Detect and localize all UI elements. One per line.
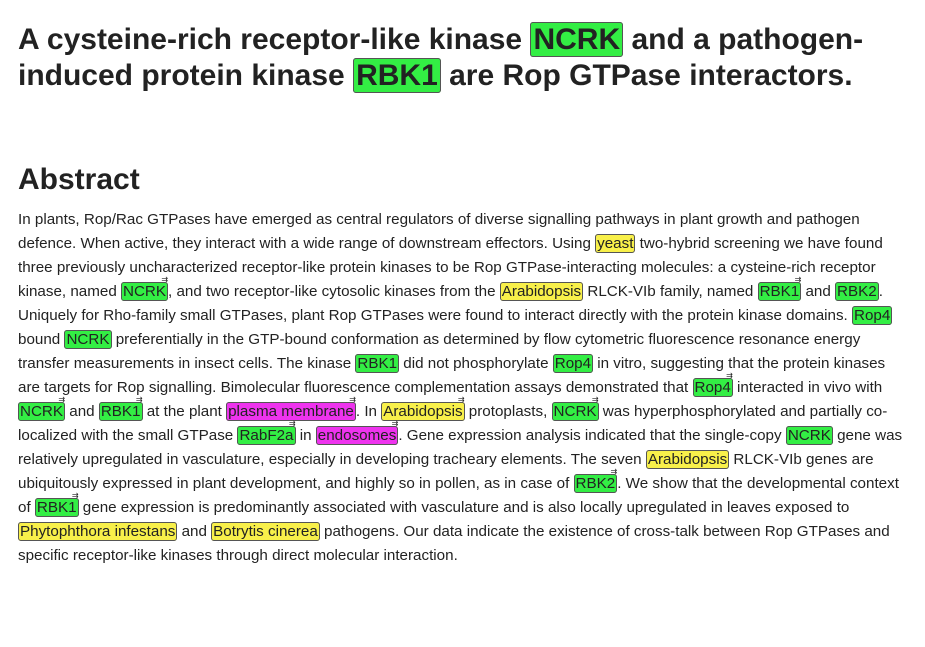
annotation-label: RabF2a [239,427,294,444]
link-arrow-icon[interactable]: ⇉ [794,275,802,284]
gene-annotation[interactable]: RBK1 ⇉ [34,492,79,517]
abstract-text-segment: in vitro, suggesting that the protein ki… [18,355,886,396]
organism-annotation[interactable]: Arabidopsis [645,450,730,469]
annotation-label: RBK1 [100,403,141,420]
gene-annotation[interactable]: NCRK [530,22,624,57]
link-arrow-icon[interactable]: ⇉ [288,419,296,428]
organism-annotation[interactable]: yeast [595,234,636,253]
organism-annotation[interactable]: Arabidopsis [499,282,584,301]
annotation-label: Arabidopsis [383,403,463,420]
annotation-label: NCRK [66,331,110,348]
gene-annotation[interactable]: Rop4 ⇉ [692,372,733,397]
abstract-text-segment: and [801,283,836,300]
abstract-text-segment: in [295,427,316,444]
link-arrow-icon[interactable]: ⇉ [726,371,733,380]
link-arrow-icon[interactable]: ⇉ [135,395,143,404]
annotation-label: yeast [597,235,634,252]
annotation-label: RBK2 [837,283,877,300]
abstract-text-segment: RLCK-VIb genes are ubiquitously expresse… [18,451,874,492]
gene-annotation[interactable]: RBK1 ⇉ [98,396,143,421]
annotation-label: Arabidopsis [647,451,728,468]
annotation-label: endosomes [317,427,397,444]
gene-annotation[interactable]: NCRK [785,426,833,445]
paper-title: A cysteine-rich receptor-like kinase NCR… [18,22,908,94]
title-text: and a pathogen-induced protein kinase [18,23,864,92]
organism-annotation[interactable]: Botrytis cinerea [211,522,320,541]
title-text: are Rop GTPase interactors. [440,59,853,92]
abstract-text-segment: and [177,523,212,540]
abstract-text-segment: did not phosphorylate [399,355,553,372]
abstract-text-segment: In plants, Rop/Rac GTPases have emerged … [18,211,860,252]
annotation-label: NCRK [123,283,167,300]
annotation-label: RBK1 [759,283,800,300]
location-annotation[interactable]: endosomes ⇉ [315,420,399,445]
annotation-label: NCRK [787,427,831,444]
abstract-text-segment: two-hybrid screening we have found three… [18,235,883,300]
link-arrow-icon[interactable]: ⇉ [58,395,66,404]
gene-annotation[interactable]: Rop4 [852,306,893,325]
gene-annotation[interactable]: NCRK ⇉ [18,396,66,421]
abstract-heading: Abstract [18,163,140,196]
annotation-label: Phytophthora infestans [20,523,176,540]
annotation-label: NCRK [553,403,597,420]
annotation-label: Botrytis cinerea [213,523,318,540]
gene-annotation[interactable]: RBK1 [355,354,400,373]
abstract-text-segment: . We show that the developmental context… [18,475,899,516]
annotation-label: Arabidopsis [501,283,582,300]
abstract-text-segment: and [65,403,99,420]
annotation-label: NCRK [20,403,64,420]
abstract-text-segment: was hyperphosphorylated and partially co… [18,403,888,444]
gene-annotation[interactable]: NCRK ⇉ [121,276,169,301]
link-arrow-icon[interactable]: ⇉ [457,395,465,404]
annotation-label: Rop4 [694,379,731,396]
gene-annotation[interactable]: NCRK ⇉ [551,396,599,421]
link-arrow-icon[interactable]: ⇉ [610,467,618,476]
gene-annotation[interactable]: NCRK [64,330,112,349]
abstract-text-segment: bound [18,331,65,348]
annotation-label: plasma membrane [228,403,354,420]
gene-annotation[interactable]: Rop4 [552,354,594,373]
link-arrow-icon[interactable]: ⇉ [161,275,169,284]
annotation-label: RBK1 [36,499,77,516]
link-arrow-icon[interactable]: ⇉ [591,395,599,404]
annotation-label: RBK1 [357,355,398,372]
link-arrow-icon[interactable]: ⇉ [71,491,79,500]
location-annotation[interactable]: plasma membrane ⇉ [226,396,356,421]
article: A cysteine-rich receptor-like kinase NCR… [18,22,908,568]
abstract-text-segment: . In [355,403,382,420]
abstract-text-segment: RLCK-VIb family, named [583,283,758,300]
gene-annotation[interactable]: RBK1 ⇉ [757,276,802,301]
abstract-text-segment: at the plant [142,403,227,420]
gene-annotation[interactable]: RBK2 [835,282,879,301]
title-text: A cysteine-rich receptor-like kinase [18,23,531,56]
abstract-text: In plants, Rop/Rac GTPases have emerged … [18,208,908,568]
organism-annotation[interactable]: Arabidopsis ⇉ [381,396,465,421]
link-arrow-icon[interactable]: ⇉ [391,419,399,428]
abstract-text-segment: gene was relatively upregulated in vascu… [18,427,903,468]
abstract-text-segment: protoplasts, [464,403,552,420]
abstract-text-segment: . Gene expression analysis indicated tha… [398,427,786,444]
link-arrow-icon[interactable]: ⇉ [349,395,356,404]
abstract-text-segment: , and two receptor-like cytosolic kinase… [168,283,500,300]
gene-annotation[interactable]: RabF2a ⇉ [237,420,296,445]
abstract-text-segment: gene expression is predominantly associa… [78,499,850,516]
gene-annotation[interactable]: RBK2 ⇉ [573,468,618,493]
abstract-text-segment: pathogens. Our data indicate the existen… [18,523,890,564]
gene-annotation[interactable]: RBK1 [353,58,441,93]
annotation-label: Rop4 [554,355,592,372]
abstract-text-segment: preferentially in the GTP-bound conforma… [18,331,861,372]
annotation-label: RBK2 [575,475,616,492]
organism-annotation[interactable]: Phytophthora infestans [18,522,178,541]
abstract-text-segment: . Uniquely for Rho-family small GTPases,… [18,283,883,324]
abstract-text-segment: interacted in vivo with [732,379,883,396]
annotation-label: Rop4 [854,307,891,324]
